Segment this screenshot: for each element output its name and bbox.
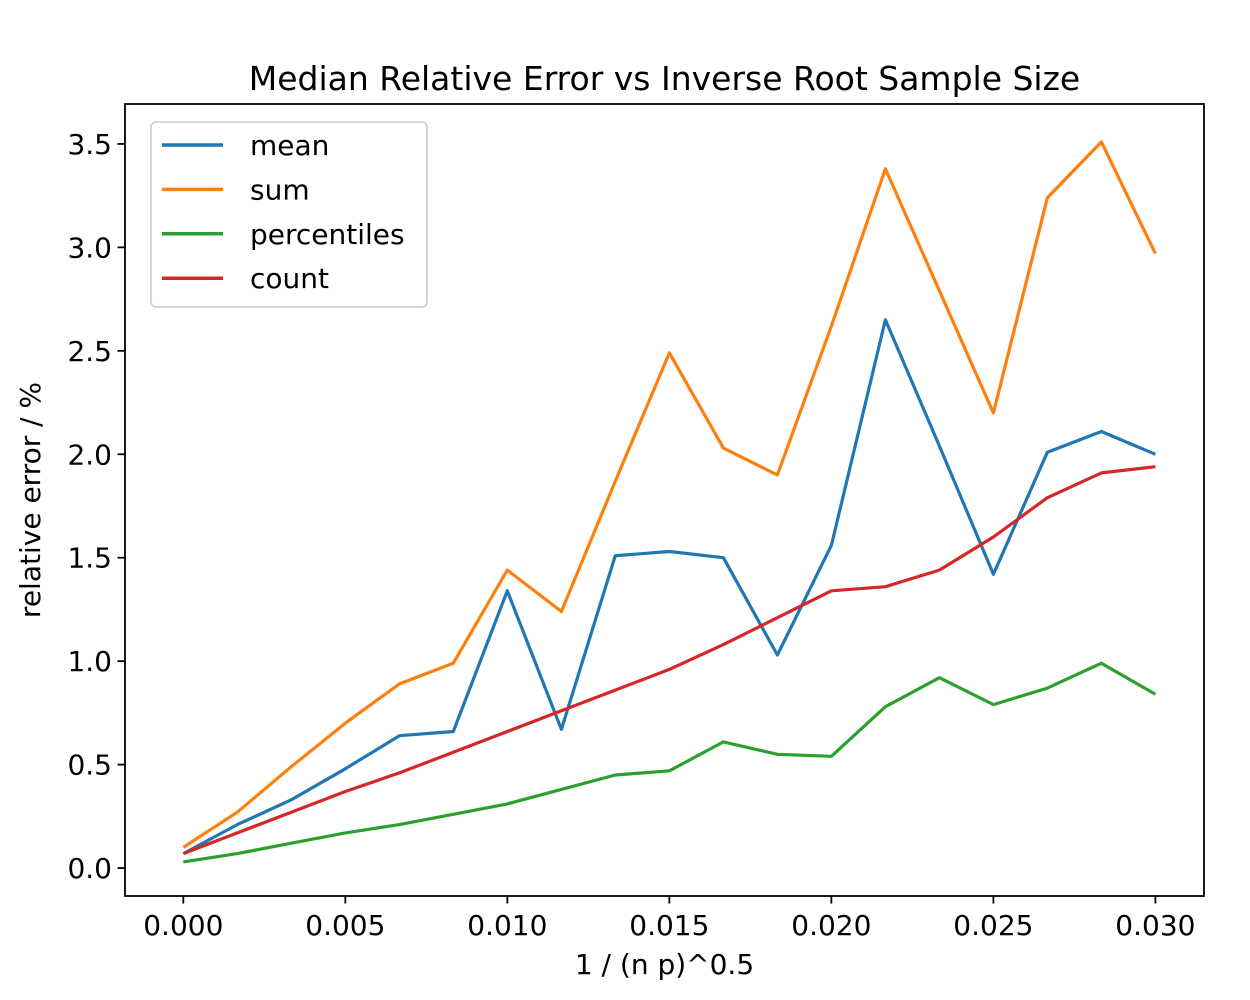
x-tick-label: 0.010 xyxy=(467,909,547,942)
series-line-mean xyxy=(182,318,1157,856)
series-line-percentiles xyxy=(183,661,1157,864)
y-tick-label: 1.5 xyxy=(67,542,112,575)
x-axis-label: 1 / (n p)^0.5 xyxy=(574,948,755,981)
series-line-sum xyxy=(182,140,1157,849)
axis-ticks: 0.000 0.005 0.010 0.015 0.020 0.025 0.030 0.0 0.… xyxy=(67,128,1195,942)
chart-title: Median Relative Error vs Inverse Root Sa… xyxy=(248,59,1081,98)
legend-box xyxy=(150,121,428,308)
legend: mean sum percentiles count xyxy=(150,121,428,308)
y-tick-label: 3.5 xyxy=(67,128,112,161)
series-line-count xyxy=(182,465,1156,856)
x-tick-label: 0.020 xyxy=(791,909,871,942)
x-tick-label: 0.015 xyxy=(629,909,709,942)
x-tick-label: 0.030 xyxy=(1115,909,1195,942)
y-tick-label: 2.0 xyxy=(67,438,112,471)
legend-label-mean: mean xyxy=(250,129,329,162)
legend-label-sum: sum xyxy=(250,173,310,206)
y-tick-label: 0.0 xyxy=(67,852,112,885)
legend-label-count: count xyxy=(250,262,329,295)
legend-label-percentiles: percentiles xyxy=(250,218,405,251)
y-tick-label: 3.0 xyxy=(67,231,112,264)
plot-spines xyxy=(124,103,1205,897)
y-tick-label: 2.5 xyxy=(67,335,112,368)
x-tick-label: 0.025 xyxy=(953,909,1033,942)
x-tick-label: 0.000 xyxy=(143,909,223,942)
plot-border xyxy=(124,103,1205,897)
series-lines xyxy=(182,140,1157,864)
x-tick-label: 0.005 xyxy=(305,909,385,942)
y-tick-label: 1.0 xyxy=(67,645,112,678)
y-tick-label: 0.5 xyxy=(67,749,112,782)
